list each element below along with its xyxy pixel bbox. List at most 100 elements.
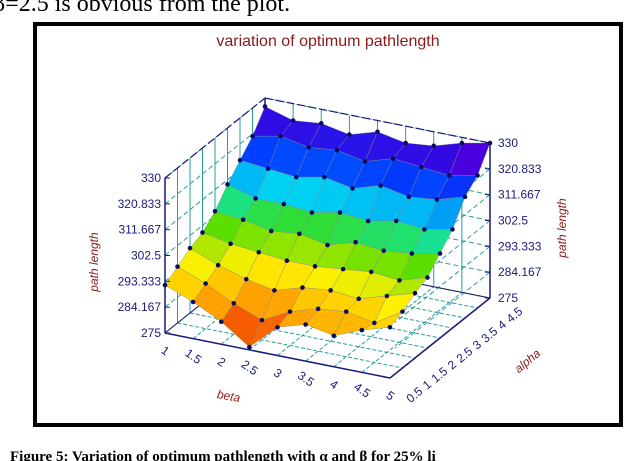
z-tick-label-right: 302.5 bbox=[498, 214, 528, 228]
data-point bbox=[353, 239, 358, 245]
data-point bbox=[175, 264, 180, 269]
data-point bbox=[447, 173, 452, 178]
data-point bbox=[272, 288, 277, 293]
data-point bbox=[297, 231, 302, 237]
data-point bbox=[256, 249, 262, 255]
data-point bbox=[434, 197, 440, 202]
floor-grid-line bbox=[333, 286, 435, 368]
data-point bbox=[290, 118, 296, 123]
alpha-tick-label: 2.5 bbox=[454, 344, 476, 366]
z-tick-label-left: 320.833 bbox=[118, 197, 162, 211]
data-point bbox=[343, 309, 349, 314]
data-point bbox=[268, 228, 274, 234]
beta-tick-label: 4.5 bbox=[351, 380, 373, 401]
data-point bbox=[293, 174, 299, 180]
z-tick-label-left: 311.667 bbox=[119, 223, 162, 237]
data-point bbox=[459, 140, 465, 146]
right-grid-line bbox=[394, 220, 491, 297]
beta-tick-label: 1 bbox=[159, 343, 173, 358]
floor-grid-line bbox=[305, 280, 406, 362]
data-point bbox=[397, 278, 402, 283]
data-point bbox=[331, 333, 337, 339]
left-wall-grid-line bbox=[164, 123, 266, 205]
beta-tick-label: 4 bbox=[327, 377, 341, 392]
z-axis-label-left: path length bbox=[87, 232, 101, 293]
beta-axis bbox=[164, 332, 391, 379]
data-point bbox=[259, 317, 265, 323]
data-point bbox=[203, 281, 208, 286]
alpha-axis-label: alpha bbox=[512, 346, 544, 376]
data-point bbox=[200, 230, 205, 235]
data-point bbox=[340, 266, 346, 272]
data-point bbox=[265, 166, 271, 172]
data-point bbox=[225, 182, 230, 187]
data-point bbox=[359, 327, 365, 333]
data-point bbox=[309, 210, 315, 215]
alpha-tick-label: 4.5 bbox=[504, 304, 526, 326]
z-tick-label-left: 293.333 bbox=[118, 274, 162, 288]
data-point bbox=[240, 217, 246, 223]
data-point bbox=[281, 201, 287, 207]
figure-caption: Figure 5: Variation of optimum pathlengt… bbox=[10, 449, 640, 461]
floor-grid-line bbox=[177, 322, 403, 369]
data-point bbox=[318, 121, 324, 126]
data-point bbox=[431, 143, 437, 149]
data-point bbox=[384, 293, 390, 299]
beta-tick-label: 1.5 bbox=[183, 346, 205, 367]
z-tick-label-left: 284.167 bbox=[118, 300, 162, 314]
data-point bbox=[337, 210, 343, 215]
data-point bbox=[237, 157, 243, 163]
data-point bbox=[334, 147, 340, 153]
data-point bbox=[187, 245, 193, 251]
floor-grid-line bbox=[249, 269, 350, 351]
z-axis-label-right: path length bbox=[555, 198, 569, 259]
caption-text: Figure 5: Variation of optimum pathlengt… bbox=[10, 449, 436, 461]
data-point bbox=[306, 145, 312, 150]
data-point bbox=[231, 300, 237, 306]
data-point bbox=[393, 218, 399, 224]
top-frame-line bbox=[264, 97, 491, 144]
floor-grid-line bbox=[277, 275, 378, 356]
data-point bbox=[409, 251, 415, 256]
data-point bbox=[278, 133, 283, 139]
data-point bbox=[418, 164, 424, 170]
data-point bbox=[403, 140, 408, 146]
data-point bbox=[243, 276, 249, 282]
data-point bbox=[381, 248, 387, 253]
data-point bbox=[425, 275, 430, 280]
data-point bbox=[390, 156, 396, 161]
data-point bbox=[462, 194, 468, 200]
z-tick-label-right: 330 bbox=[498, 136, 518, 150]
z-tick-label-left: 330 bbox=[141, 171, 161, 185]
z-tick-label-right: 293.333 bbox=[498, 239, 542, 253]
data-point bbox=[365, 218, 371, 224]
alpha-tick-label: 3.5 bbox=[479, 324, 501, 346]
data-point bbox=[350, 186, 355, 191]
beta-tick-label: 2.5 bbox=[239, 357, 261, 378]
z-tick-label-right: 284.167 bbox=[498, 265, 542, 279]
data-point bbox=[368, 269, 374, 275]
alpha-tick-label: 0.5 bbox=[404, 384, 426, 406]
data-point bbox=[372, 320, 377, 326]
floor-grid-line bbox=[192, 258, 294, 340]
data-point bbox=[356, 296, 362, 302]
data-point bbox=[375, 129, 380, 135]
z-tick-label-right: 311.667 bbox=[498, 188, 541, 202]
data-point bbox=[378, 183, 383, 188]
data-point bbox=[275, 325, 280, 330]
z-tick-label-left: 275 bbox=[141, 326, 161, 340]
alpha-axis bbox=[389, 297, 491, 379]
data-point bbox=[325, 242, 330, 248]
data-point bbox=[287, 309, 293, 314]
data-point bbox=[303, 322, 308, 327]
data-point bbox=[312, 264, 318, 269]
data-point bbox=[315, 306, 321, 312]
data-point bbox=[406, 194, 412, 200]
z-tick-label-right: 275 bbox=[498, 291, 518, 305]
right-grid-line bbox=[394, 271, 491, 349]
beta-tick-label: 3 bbox=[271, 366, 285, 381]
beta-tick-label: 5 bbox=[384, 388, 398, 403]
z-tick-label-left: 302.5 bbox=[131, 249, 161, 263]
right-grid-line bbox=[394, 245, 491, 323]
chart-title: variation of optimum pathlength bbox=[216, 33, 440, 50]
